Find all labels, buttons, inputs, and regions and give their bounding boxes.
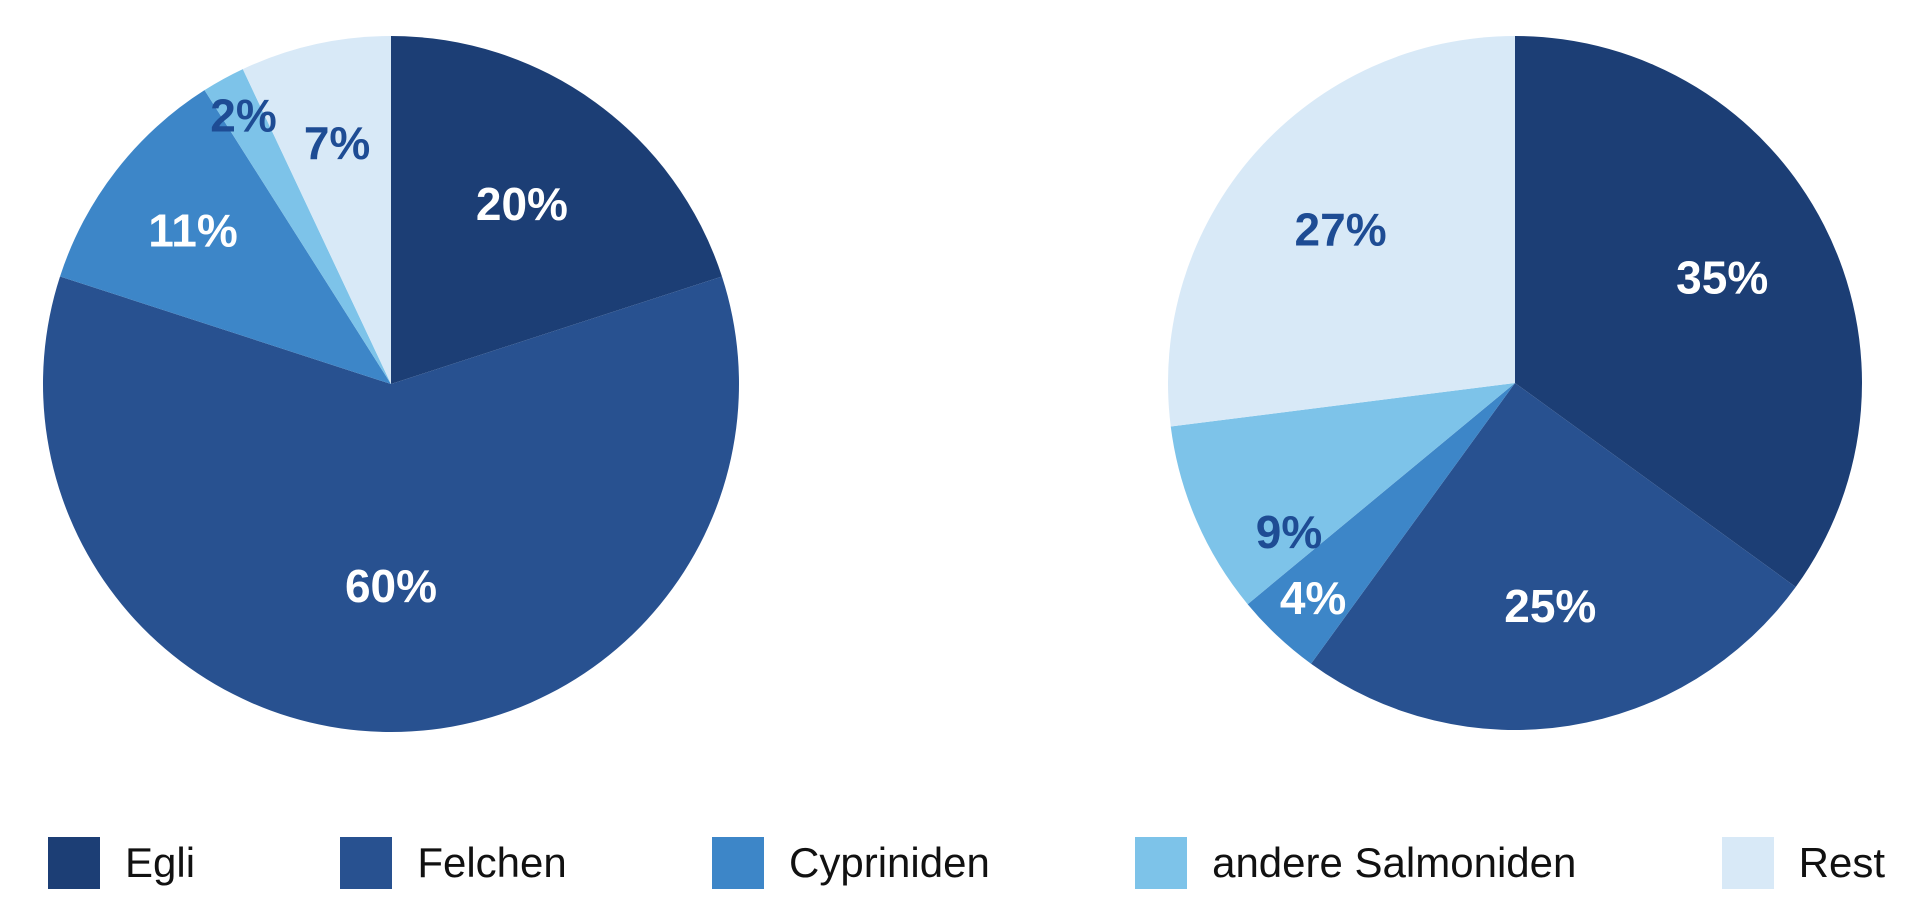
- pie-slice-egli: [391, 36, 722, 384]
- legend-item-cypriniden: Cypriniden: [712, 837, 990, 889]
- legend-item-andere-salmoniden: andere Salmoniden: [1135, 837, 1576, 889]
- pie-slice-label-egli: 35%: [1676, 252, 1768, 304]
- pie-left: 20% 60% 11% 2% 7%: [42, 36, 739, 732]
- legend-item-felchen: Felchen: [340, 837, 567, 889]
- pie-slice-cypriniden: [1247, 383, 1515, 664]
- pie-slice-label-felchen: 60%: [345, 560, 437, 612]
- legend-item-egli: Egli: [48, 837, 195, 889]
- pie-slice-label-rest: 27%: [1295, 203, 1387, 255]
- pie-slice-felchen: [42, 276, 739, 732]
- legend-swatch-egli: [48, 837, 100, 889]
- legend-label-rest: Rest: [1798, 839, 1885, 886]
- pie-slice-egli: [1515, 36, 1862, 587]
- pie-slice-andere-salmoniden: [204, 69, 391, 385]
- pie-slice-andere-salmoniden: [1170, 383, 1515, 605]
- pie-slice-label-andere-salmoniden: 9%: [1256, 506, 1322, 558]
- legend-swatch-cypriniden: [712, 837, 765, 889]
- pie-slice-label-egli: 20%: [476, 178, 568, 230]
- legend-swatch-felchen: [340, 837, 393, 889]
- legend-swatch-andere-salmoniden: [1135, 837, 1188, 889]
- legend-label-egli: Egli: [125, 839, 196, 886]
- pie-slice-label-cypriniden: 4%: [1280, 572, 1346, 624]
- pie-slice-label-andere-salmoniden: 2%: [210, 90, 276, 142]
- legend-swatch-rest: [1721, 837, 1774, 889]
- legend-label-felchen: Felchen: [417, 839, 567, 886]
- pie-slice-felchen: [1311, 383, 1796, 730]
- pie-slice-label-cypriniden: 11%: [148, 205, 238, 257]
- pie-slice-label-rest: 7%: [304, 117, 370, 169]
- legend-item-rest: Rest: [1721, 837, 1885, 889]
- pie-slice-label-felchen: 25%: [1504, 580, 1596, 632]
- pie-slice-rest: [1168, 36, 1515, 427]
- legend-label-andere-salmoniden: andere Salmoniden: [1212, 839, 1577, 886]
- pie-slice-cypriniden: [60, 90, 391, 385]
- chart-legend: Egli Felchen Cypriniden andere Salmoniden Re…: [48, 829, 1885, 897]
- pie-slice-rest: [242, 36, 391, 384]
- pie-right: 35% 25% 4% 9% 27%: [1168, 36, 1862, 730]
- legend-label-cypriniden: Cypriniden: [789, 839, 990, 886]
